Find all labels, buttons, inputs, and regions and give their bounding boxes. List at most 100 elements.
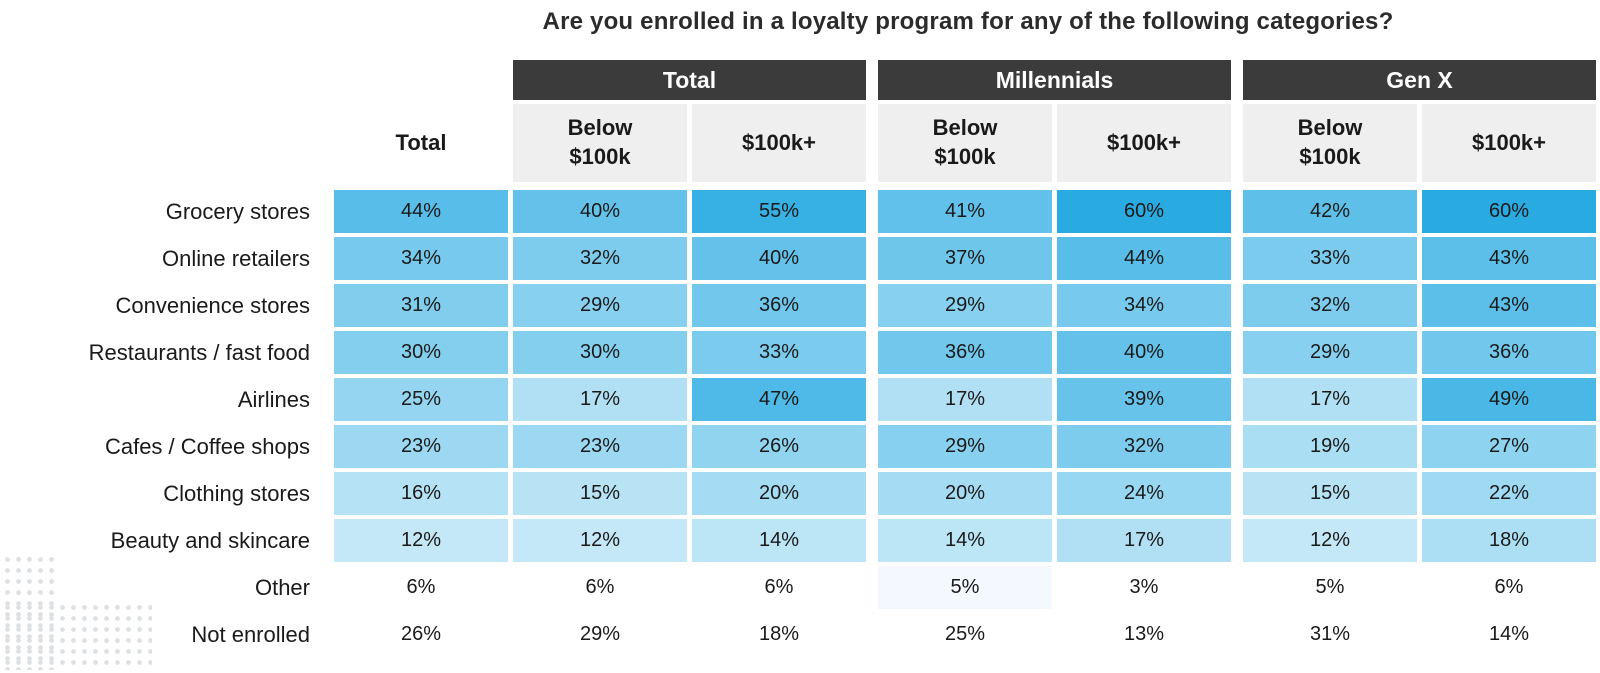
heat-cell: 43% (1422, 284, 1596, 327)
row-label: Beauty and skincare (110, 527, 310, 553)
heat-cell: 25% (944, 623, 986, 645)
heat-cell: 42% (1243, 190, 1417, 233)
row-label: Airlines (237, 386, 310, 412)
heat-cell: 49% (1422, 378, 1596, 421)
heat-cell: 29% (579, 623, 621, 645)
heat-cell: 36% (692, 284, 866, 327)
table-row-online-retailers: Online retailers 34% 32% 40% 37% 44% 33% 43% (6, 237, 1600, 280)
heat-cell: 36% (1422, 331, 1596, 374)
heat-cell: 23% (513, 425, 687, 468)
heat-cell: 19% (1243, 425, 1417, 468)
heat-cell: 18% (758, 623, 800, 645)
heat-cell: 40% (692, 237, 866, 280)
decorative-dots-pattern (2, 602, 152, 670)
row-label: Convenience stores (115, 292, 310, 318)
heat-cell: 14% (878, 519, 1052, 562)
heat-cell: 3% (1129, 576, 1159, 598)
heat-cell: 5% (878, 566, 1052, 609)
row-label: Clothing stores (163, 480, 310, 506)
heat-cell: 55% (692, 190, 866, 233)
row-label: Other (254, 574, 310, 600)
heat-cell: 34% (334, 237, 508, 280)
heat-cell: 29% (878, 425, 1052, 468)
heat-cell: 32% (513, 237, 687, 280)
row-label: Restaurants / fast food (88, 339, 310, 365)
heat-cell: 33% (692, 331, 866, 374)
column-group-row: Total Millennials Gen X (6, 60, 1600, 100)
heat-cell: 32% (1057, 425, 1231, 468)
group-header-millennials: Millennials (878, 60, 1231, 100)
table-row-cafes-coffee-shops: Cafes / Coffee shops 23% 23% 26% 29% 32% 19% 27… (6, 425, 1600, 468)
heat-cell: 36% (878, 331, 1052, 374)
heat-cell: 13% (1123, 623, 1165, 645)
heat-cell: 12% (513, 519, 687, 562)
row-label: Online retailers (162, 245, 310, 271)
column-header-5-below-100k: Below $100k (1243, 104, 1417, 182)
heat-cell: 60% (1422, 190, 1596, 233)
heat-cell: 16% (334, 472, 508, 515)
heat-cell: 17% (1057, 519, 1231, 562)
heat-cell: 18% (1422, 519, 1596, 562)
row-label: Grocery stores (165, 198, 310, 224)
column-header-1-below-100k: Below $100k (513, 104, 687, 182)
heat-cell: 23% (334, 425, 508, 468)
column-header-0-total: Total (395, 129, 447, 155)
heat-cell: 30% (334, 331, 508, 374)
heat-cell: 31% (1309, 623, 1351, 645)
heat-cell: 25% (334, 378, 508, 421)
heatmap-table: Total Millennials Gen X Total Below $100k $10… (6, 60, 1600, 656)
heat-cell: 34% (1057, 284, 1231, 327)
column-header-4-100k: $100k+ (1057, 104, 1231, 182)
heat-cell: 14% (1488, 623, 1530, 645)
column-header-spacer (6, 104, 324, 182)
heat-cell: 33% (1243, 237, 1417, 280)
heat-cell: 29% (1243, 331, 1417, 374)
table-row-grocery-stores: Grocery stores 44% 40% 55% 41% 60% 42% 60% (6, 190, 1600, 233)
table-row-not-enrolled: Not enrolled 26% 29% 18% 25% 13% 31% 14% (6, 613, 1600, 656)
heat-cell: 41% (878, 190, 1052, 233)
row-label: Not enrolled (191, 621, 310, 647)
heat-cell: 6% (764, 576, 794, 598)
table-row-convenience-stores: Convenience stores 31% 29% 36% 29% 34% 32% 43% (6, 284, 1600, 327)
group-header-total: Total (513, 60, 866, 100)
heat-cell: 6% (406, 576, 436, 598)
heat-cell: 60% (1057, 190, 1231, 233)
heat-cell: 31% (334, 284, 508, 327)
heat-cell: 12% (334, 519, 508, 562)
heat-cell: 5% (1315, 576, 1345, 598)
table-row-restaurants-fast-food: Restaurants / fast food 30% 30% 33% 36% 40% 29… (6, 331, 1600, 374)
table-row-other: Other 6% 6% 6% 5% 3% 5% 6% (6, 566, 1600, 609)
heat-cell: 37% (878, 237, 1052, 280)
heat-cell: 6% (585, 576, 615, 598)
heat-cell: 27% (1422, 425, 1596, 468)
title-container: Are you enrolled in a loyalty program fo… (336, 8, 1600, 36)
heat-cell: 20% (692, 472, 866, 515)
column-header-3-below-100k: Below $100k (878, 104, 1052, 182)
heat-cell: 22% (1422, 472, 1596, 515)
heat-cell: 44% (1057, 237, 1231, 280)
heat-cell: 17% (513, 378, 687, 421)
group-row-spacer (6, 60, 508, 100)
heat-cell: 47% (692, 378, 866, 421)
chart-title: Are you enrolled in a loyalty program fo… (542, 8, 1394, 35)
table-row-airlines: Airlines 25% 17% 47% 17% 39% 17% 49% (6, 378, 1600, 421)
heat-cell: 15% (1243, 472, 1417, 515)
heat-cell: 12% (1243, 519, 1417, 562)
heat-cell: 17% (878, 378, 1052, 421)
heat-cell: 40% (1057, 331, 1231, 374)
heat-cell: 20% (878, 472, 1052, 515)
heat-cell: 32% (1243, 284, 1417, 327)
heat-cell: 17% (1243, 378, 1417, 421)
heat-cell: 26% (692, 425, 866, 468)
heat-cell: 30% (513, 331, 687, 374)
heat-cell: 44% (334, 190, 508, 233)
heat-cell: 43% (1422, 237, 1596, 280)
heat-cell: 24% (1057, 472, 1231, 515)
heat-cell: 15% (513, 472, 687, 515)
column-header-6-100k: $100k+ (1422, 104, 1596, 182)
heat-cell: 29% (878, 284, 1052, 327)
heat-cell: 39% (1057, 378, 1231, 421)
column-header-row: Total Below $100k $100k+ Below $100k $100k+ B… (6, 104, 1600, 182)
row-label: Cafes / Coffee shops (104, 433, 310, 459)
